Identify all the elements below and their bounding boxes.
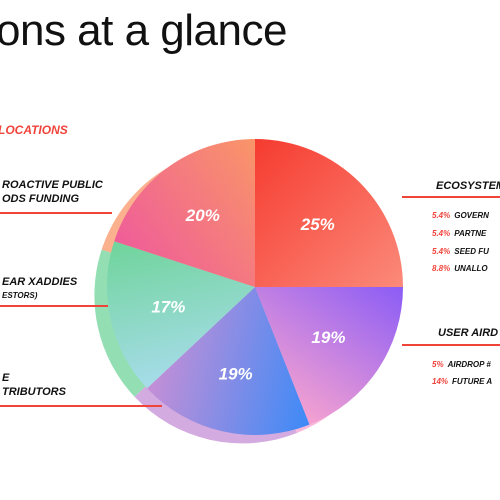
callout-line-user-airdrops [402,344,500,346]
pie-slices [107,139,403,436]
label-core-line2: TRIBUTORS [2,386,66,398]
pie-value-label: 19% [219,365,253,384]
pie-value-label: 17% [151,297,185,316]
ecosystem-breakdown-item: 5.4% PARTNE [432,229,487,238]
pie-value-label: 19% [311,328,345,347]
callout-line-ecosystem [402,196,500,198]
label-ecosystem: ECOSYSTEM [436,180,500,192]
airdrop-breakdown-item: 5% AIRDROP # [432,360,491,369]
pie-slice [255,139,403,287]
pie-slice [147,287,310,436]
callout-line-xaddies [0,305,108,307]
pie-slice [114,139,255,287]
label-retroactive-line2: ODS FUNDING [2,193,79,205]
callout-line-retroactive [0,212,112,214]
pie-slice [107,241,255,389]
airdrop-breakdown-item: 14% FUTURE A [432,377,493,386]
callout-line-core [0,405,162,407]
pie-value-label: 25% [300,215,335,234]
label-xaddies-line2: ESTORS) [2,291,38,300]
label-retroactive-line1: ROACTIVE PUBLIC [2,179,103,191]
pie-slice [255,287,403,425]
ecosystem-breakdown-item: 8.8% UNALLO [432,264,488,273]
label-core-line1: E [2,372,10,384]
label-xaddies-line1: EAR XADDIES [2,276,78,288]
ecosystem-breakdown-item: 5.4% SEED FU [432,247,489,256]
page-title: ons at a glance [0,6,287,55]
pie-value-label: 20% [185,206,220,225]
label-user-airdrops: USER AIRD [438,327,499,339]
pie-value-labels: 25% 19% 19% 17% 20% [151,206,345,384]
ecosystem-breakdown-item: 5.4% GOVERN [432,211,489,220]
section-label: LOCATIONS [0,123,68,137]
